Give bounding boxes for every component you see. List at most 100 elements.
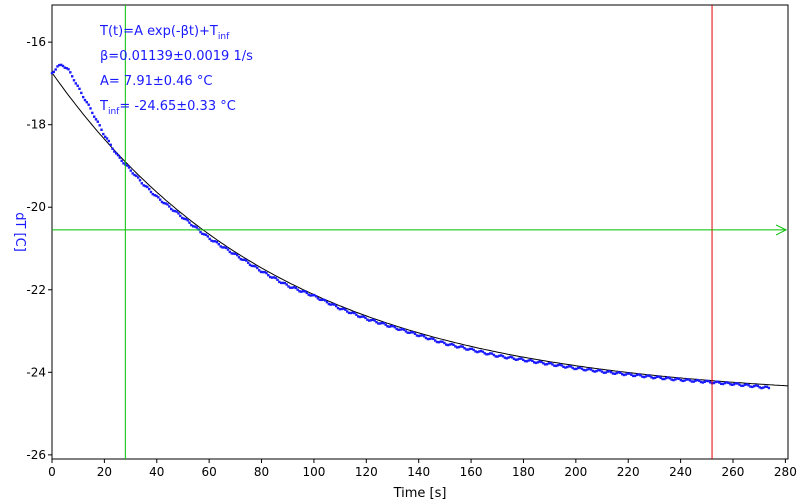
- data-point: [690, 380, 694, 383]
- data-point: [291, 286, 294, 289]
- data-point: [551, 363, 554, 366]
- x-axis-ticks: 0 20 40 60 80 100 120 140 160 180 200 220 240 260 280: [48, 459, 797, 479]
- data-point: [173, 209, 176, 213]
- data-point: [762, 386, 765, 389]
- data-point: [709, 381, 712, 384]
- data-point: [721, 382, 725, 386]
- data-point: [481, 350, 485, 353]
- data-point: [399, 328, 402, 331]
- data-point: [333, 303, 336, 306]
- data-point: [424, 336, 428, 340]
- data-point: [489, 352, 492, 355]
- data-point: [606, 370, 609, 373]
- data-point: [100, 128, 103, 131]
- data-point: [571, 366, 574, 370]
- data-point: [637, 373, 640, 376]
- data-point: [588, 367, 591, 371]
- data-point: [646, 374, 650, 377]
- data-point: [487, 352, 490, 356]
- plot-area: [51, 4, 789, 460]
- data-point: [652, 377, 655, 380]
- data-point: [586, 368, 589, 371]
- data-point: [303, 290, 307, 293]
- y-tick-label: -24: [26, 365, 46, 379]
- data-point: [298, 290, 301, 293]
- data-point: [201, 232, 204, 235]
- data-point: [611, 372, 615, 375]
- arrow-head-icon: [775, 224, 788, 236]
- data-point: [408, 331, 411, 334]
- data-point: [54, 68, 57, 71]
- data-point: [485, 353, 488, 356]
- data-point: [617, 371, 620, 374]
- data-point: [331, 303, 334, 306]
- data-point: [432, 337, 435, 341]
- data-point: [353, 311, 356, 315]
- data-point: [573, 367, 576, 371]
- data-point: [373, 319, 376, 322]
- data-point: [118, 156, 121, 159]
- data-point: [142, 184, 145, 187]
- data-point: [604, 371, 607, 374]
- data-point: [751, 385, 754, 389]
- data-point: [500, 354, 503, 357]
- x-tick-label: 120: [355, 465, 378, 479]
- data-point: [226, 248, 230, 251]
- y-tick-label: -22: [26, 283, 46, 297]
- data-point: [650, 376, 653, 379]
- data-point: [208, 237, 211, 241]
- data-point: [404, 330, 408, 333]
- data-point: [369, 319, 373, 322]
- data-point: [248, 263, 252, 266]
- data-point: [318, 298, 321, 301]
- data-point: [544, 363, 547, 366]
- data-point: [419, 334, 422, 337]
- fit-annotations: T(t)=A exp(-βt)+Tinf β=0.01139±0.0019 1/s…: [99, 24, 253, 117]
- annotation-beta: β=0.01139±0.0019 1/s: [100, 49, 253, 64]
- data-point: [648, 374, 651, 378]
- data-point: [232, 252, 235, 255]
- data-point: [377, 322, 380, 325]
- data-point: [283, 281, 286, 285]
- x-tick-label: 140: [407, 465, 430, 479]
- data-point: [329, 303, 332, 306]
- data-point: [417, 334, 420, 338]
- data-point: [643, 375, 646, 379]
- data-point: [237, 256, 241, 259]
- data-point: [107, 139, 110, 143]
- data-point: [567, 365, 571, 368]
- data-point: [531, 359, 534, 363]
- data-point: [360, 315, 364, 318]
- data-point: [87, 103, 90, 106]
- annotation-formula: T(t)=A exp(-βt)+Tinf: [99, 24, 230, 42]
- y-axis-ticks: -16 -18 -20 -22 -24 -26: [26, 35, 52, 462]
- data-point: [566, 365, 569, 369]
- data-point: [615, 371, 618, 375]
- data-point: [258, 269, 261, 272]
- data-point: [148, 187, 151, 191]
- data-point: [146, 185, 149, 189]
- data-point: [564, 366, 567, 369]
- data-point: [707, 379, 710, 383]
- data-point: [384, 323, 387, 326]
- data-point: [450, 342, 453, 346]
- data-point: [193, 225, 197, 228]
- data-point: [221, 246, 224, 249]
- data-point: [406, 331, 409, 334]
- data-point: [468, 347, 472, 351]
- data-point: [641, 375, 644, 378]
- data-point: [503, 356, 507, 359]
- y-tick-label: -18: [26, 118, 46, 132]
- data-point: [720, 382, 723, 385]
- x-tick-label: 280: [774, 465, 797, 479]
- data-point: [729, 383, 732, 386]
- data-point: [659, 376, 662, 379]
- data-point: [245, 259, 248, 262]
- data-point: [239, 258, 242, 261]
- data-point: [93, 115, 96, 118]
- data-point: [558, 363, 562, 366]
- data-point: [518, 357, 521, 360]
- data-point: [459, 345, 463, 348]
- data-point: [514, 358, 518, 361]
- data-point: [368, 319, 371, 322]
